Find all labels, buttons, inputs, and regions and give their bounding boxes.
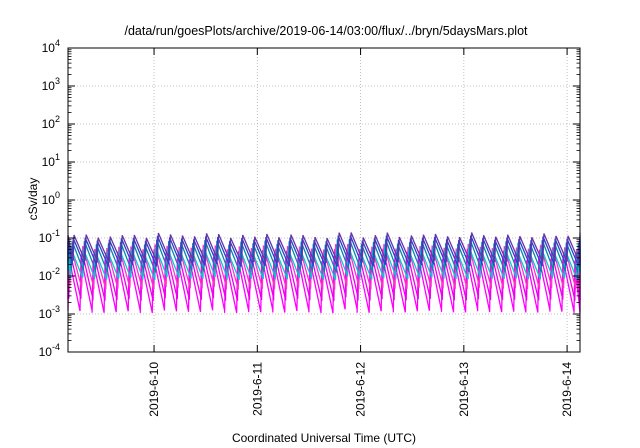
series-line xyxy=(67,243,581,290)
series-line xyxy=(67,235,581,267)
y-tick-label: 10-4 xyxy=(39,342,60,359)
chart-title: /data/run/goesPlots/archive/2019-06-14/0… xyxy=(124,24,528,38)
y-tick-base: 10 xyxy=(42,79,56,93)
x-tick-label: 2019-6-10 xyxy=(147,362,161,417)
y-tick-exponent: -2 xyxy=(52,266,60,276)
y-tick-label: 10-1 xyxy=(39,228,60,245)
y-tick-label: 102 xyxy=(42,114,60,131)
y-tick-base: 10 xyxy=(42,41,56,55)
y-tick-exponent: 2 xyxy=(55,114,60,124)
y-tick-exponent: 0 xyxy=(55,190,60,200)
y-tick-base: 10 xyxy=(42,155,56,169)
y-tick-label: 104 xyxy=(42,38,60,55)
y-tick-exponent: -1 xyxy=(52,228,60,238)
x-axis-label: Coordinated Universal Time (UTC) xyxy=(232,431,416,445)
y-tick-exponent: 1 xyxy=(55,152,60,162)
grid-lines xyxy=(68,48,580,352)
y-tick-label: 10-2 xyxy=(39,266,60,283)
y-tick-exponent: 4 xyxy=(55,38,60,48)
y-tick-base: 10 xyxy=(42,193,56,207)
y-tick-label: 100 xyxy=(42,190,60,207)
y-tick-label: 103 xyxy=(42,76,60,93)
y-tick-base: 10 xyxy=(39,345,53,359)
x-tick-label: 2019-6-13 xyxy=(457,362,471,417)
x-tick-label: 2019-6-14 xyxy=(560,362,574,417)
y-tick-label: 10-3 xyxy=(39,304,60,321)
y-tick-label: 101 xyxy=(42,152,60,169)
y-tick-base: 10 xyxy=(39,307,53,321)
x-axis-ticks: 2019-6-10 2019-6-11 2019-6-12 2019-6-13 2019… xyxy=(147,48,574,417)
y-tick-base: 10 xyxy=(39,231,53,245)
x-tick-label: 2019-6-12 xyxy=(354,362,368,417)
y-tick-exponent: -3 xyxy=(52,304,60,314)
x-tick-label: 2019-6-11 xyxy=(250,362,264,416)
y-tick-base: 10 xyxy=(42,117,56,131)
y-tick-base: 10 xyxy=(39,269,53,283)
y-axis-label: cSv/day xyxy=(26,178,40,221)
series-line xyxy=(67,232,581,264)
series-line xyxy=(67,238,581,273)
y-tick-exponent: 3 xyxy=(55,76,60,86)
series-layer xyxy=(67,232,581,314)
y-tick-exponent: -4 xyxy=(52,342,60,352)
